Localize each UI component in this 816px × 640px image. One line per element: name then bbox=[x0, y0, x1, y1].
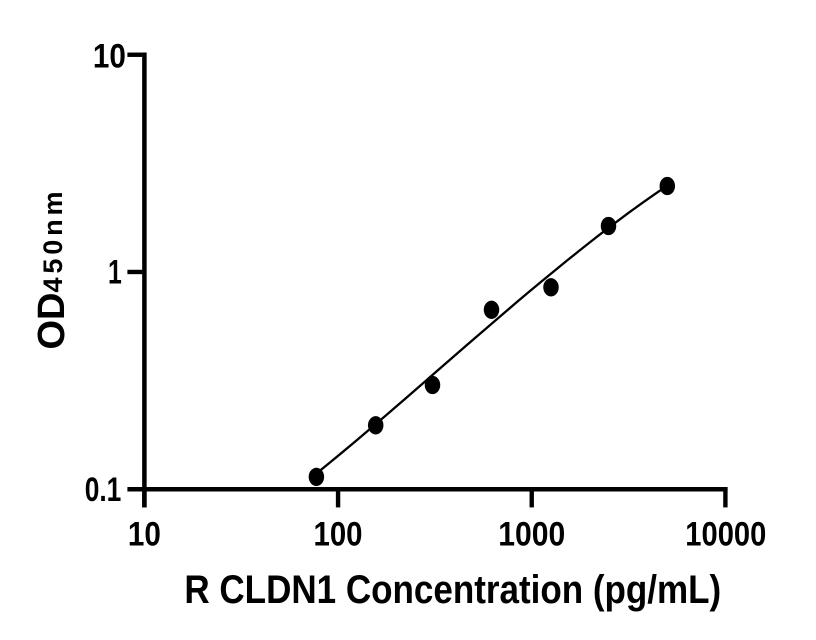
svg-text:R CLDN1 Concentration (pg/mL): R CLDN1 Concentration (pg/mL) bbox=[184, 568, 721, 612]
svg-text:10: 10 bbox=[128, 515, 161, 553]
svg-text:100: 100 bbox=[314, 515, 363, 553]
svg-text:10000: 10000 bbox=[685, 515, 766, 553]
svg-text:1: 1 bbox=[108, 254, 122, 292]
svg-text:1000: 1000 bbox=[498, 515, 565, 553]
svg-text:0.1: 0.1 bbox=[85, 471, 122, 509]
svg-text:10: 10 bbox=[93, 37, 126, 75]
svg-text:OD450nm: OD450nm bbox=[31, 192, 73, 350]
